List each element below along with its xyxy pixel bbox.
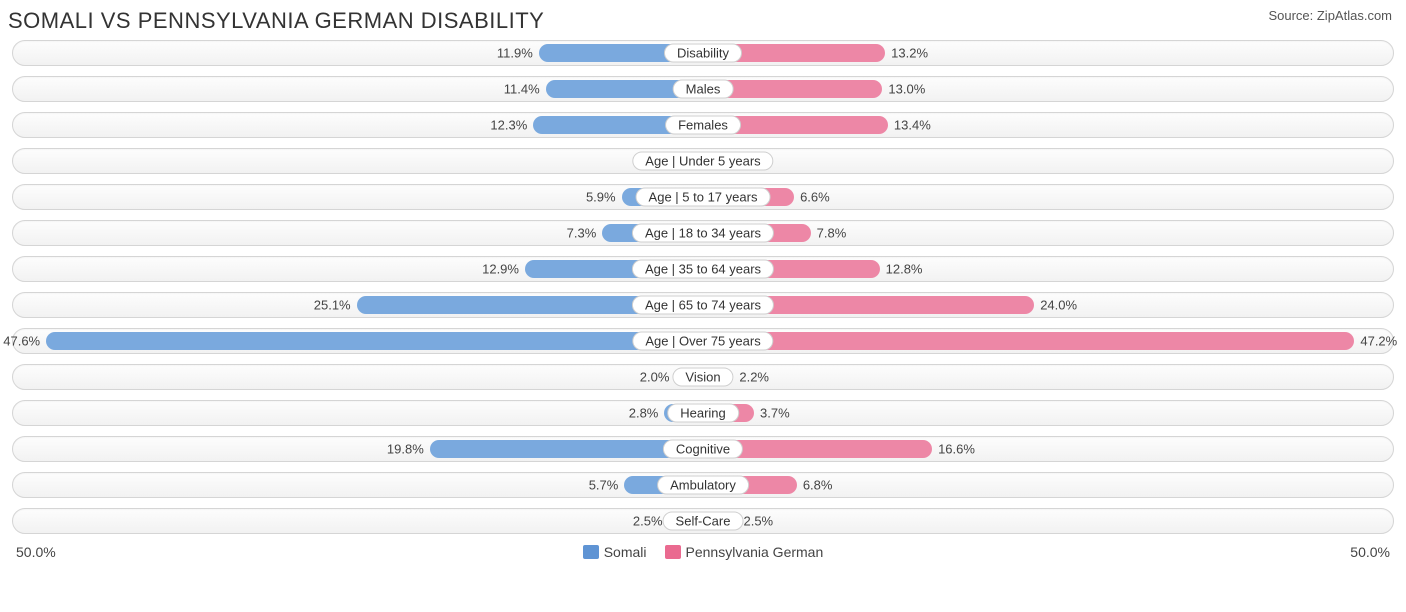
category-pill: Age | 65 to 74 years — [632, 296, 774, 315]
bar-left — [46, 332, 703, 350]
chart-row: 25.1% 24.0% Age | 65 to 74 years — [12, 292, 1394, 318]
category-pill: Hearing — [667, 404, 739, 423]
category-pill: Cognitive — [663, 440, 743, 459]
legend-item-right: Pennsylvania German — [665, 544, 824, 560]
legend-label-right: Pennsylvania German — [686, 544, 824, 560]
chart-row: 5.9% 6.6% Age | 5 to 17 years — [12, 184, 1394, 210]
value-right: 13.4% — [894, 118, 931, 133]
value-right: 2.2% — [739, 370, 769, 385]
category-pill: Age | 5 to 17 years — [636, 188, 771, 207]
value-right: 6.8% — [803, 478, 833, 493]
value-right: 13.0% — [888, 82, 925, 97]
value-left: 5.7% — [589, 478, 619, 493]
chart-row: 7.3% 7.8% Age | 18 to 34 years — [12, 220, 1394, 246]
value-right: 16.6% — [938, 442, 975, 457]
legend-item-left: Somali — [583, 544, 647, 560]
source-credit: Source: ZipAtlas.com — [1268, 8, 1392, 23]
value-left: 2.8% — [629, 406, 659, 421]
legend: Somali Pennsylvania German — [56, 544, 1351, 560]
value-right: 6.6% — [800, 190, 830, 205]
category-pill: Females — [665, 116, 741, 135]
category-pill: Males — [673, 80, 734, 99]
value-left: 25.1% — [314, 298, 351, 313]
chart-title: SOMALI VS PENNSYLVANIA GERMAN DISABILITY — [8, 8, 544, 34]
chart-row: 11.4% 13.0% Males — [12, 76, 1394, 102]
value-left: 11.9% — [497, 46, 533, 61]
value-left: 12.3% — [490, 118, 527, 133]
category-pill: Age | 18 to 34 years — [632, 224, 774, 243]
value-left: 2.5% — [633, 514, 663, 529]
chart-row: 19.8% 16.6% Cognitive — [12, 436, 1394, 462]
value-left: 19.8% — [387, 442, 424, 457]
category-pill: Self-Care — [663, 512, 744, 531]
value-left: 5.9% — [586, 190, 616, 205]
legend-label-left: Somali — [604, 544, 647, 560]
chart-row: 2.0% 2.2% Vision — [12, 364, 1394, 390]
bar-right — [703, 332, 1354, 350]
scale-left-max: 50.0% — [16, 544, 56, 560]
chart-row: 11.9% 13.2% Disability — [12, 40, 1394, 66]
value-left: 12.9% — [482, 262, 519, 277]
category-pill: Age | 35 to 64 years — [632, 260, 774, 279]
legend-swatch-right — [665, 545, 681, 559]
value-right: 12.8% — [886, 262, 923, 277]
value-left: 47.6% — [3, 334, 40, 349]
chart-row: 1.2%1.9%Age | Under 5 years — [12, 148, 1394, 174]
value-right: 3.7% — [760, 406, 790, 421]
value-right: 24.0% — [1040, 298, 1077, 313]
value-left: 7.3% — [567, 226, 597, 241]
chart-row: 2.8% 3.7% Hearing — [12, 400, 1394, 426]
category-pill: Vision — [672, 368, 733, 387]
category-pill: Age | Over 75 years — [632, 332, 773, 351]
value-left: 2.0% — [640, 370, 670, 385]
value-right: 47.2% — [1360, 334, 1397, 349]
category-pill: Disability — [664, 44, 742, 63]
legend-swatch-left — [583, 545, 599, 559]
value-left: 11.4% — [504, 82, 540, 97]
category-pill: Age | Under 5 years — [632, 152, 773, 171]
diverging-bar-chart: 11.9% 13.2% Disability 11.4% 13.0% Males 12.3%… — [0, 38, 1406, 534]
chart-row: 12.9% 12.8% Age | 35 to 64 years — [12, 256, 1394, 282]
category-pill: Ambulatory — [657, 476, 749, 495]
chart-row: 47.6%47.2%Age | Over 75 years — [12, 328, 1394, 354]
chart-row: 12.3% 13.4% Females — [12, 112, 1394, 138]
chart-row: 5.7% 6.8% Ambulatory — [12, 472, 1394, 498]
value-right: 13.2% — [891, 46, 928, 61]
scale-right-max: 50.0% — [1350, 544, 1390, 560]
value-right: 7.8% — [817, 226, 847, 241]
value-right: 2.5% — [743, 514, 773, 529]
chart-row: 2.5% 2.5%Self-Care — [12, 508, 1394, 534]
